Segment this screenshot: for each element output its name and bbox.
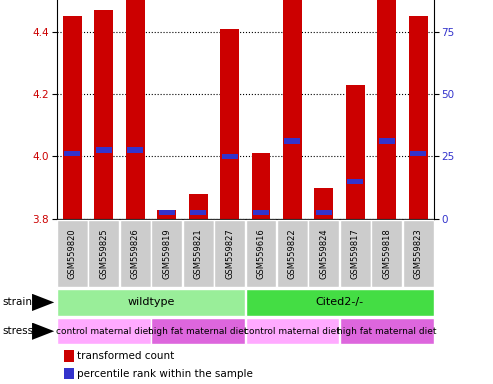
Bar — [220, 28, 239, 219]
Bar — [127, 147, 143, 153]
Text: GSM559827: GSM559827 — [225, 228, 234, 279]
Bar — [190, 210, 206, 215]
Text: percentile rank within the sample: percentile rank within the sample — [77, 369, 253, 379]
Text: GSM559822: GSM559822 — [288, 228, 297, 279]
Bar — [346, 85, 365, 219]
Bar — [246, 318, 339, 344]
Bar — [221, 154, 238, 159]
Bar — [340, 220, 371, 287]
Text: wildtype: wildtype — [127, 297, 175, 308]
Bar — [214, 220, 245, 287]
Bar — [65, 151, 80, 156]
Bar — [309, 220, 339, 287]
Bar — [283, 0, 302, 219]
Bar — [379, 138, 395, 144]
Text: GSM559826: GSM559826 — [131, 228, 140, 279]
Text: GSM559819: GSM559819 — [162, 228, 171, 279]
Text: high fat maternal diet: high fat maternal diet — [337, 327, 436, 336]
Polygon shape — [32, 323, 54, 340]
Bar — [340, 318, 433, 344]
Bar — [409, 16, 427, 219]
Bar — [246, 220, 277, 287]
Text: GSM559824: GSM559824 — [319, 228, 328, 279]
Bar — [347, 179, 363, 184]
Bar — [151, 220, 182, 287]
Bar — [64, 368, 73, 379]
Bar — [94, 10, 113, 219]
Bar — [410, 151, 426, 156]
Text: GSM559820: GSM559820 — [68, 228, 77, 279]
Bar — [403, 220, 433, 287]
Text: control maternal diet: control maternal diet — [56, 327, 152, 336]
Text: stress: stress — [2, 326, 34, 336]
Polygon shape — [32, 294, 54, 311]
Bar — [57, 289, 245, 316]
Bar — [63, 16, 82, 219]
Bar — [377, 0, 396, 219]
Text: control maternal diet: control maternal diet — [245, 327, 340, 336]
Bar — [315, 188, 333, 219]
Bar — [57, 318, 151, 344]
Bar — [159, 210, 175, 215]
Bar — [284, 138, 300, 144]
Bar — [157, 210, 176, 219]
Text: GSM559616: GSM559616 — [256, 228, 266, 279]
Bar — [126, 0, 145, 219]
Bar — [371, 220, 402, 287]
Text: GSM559823: GSM559823 — [414, 228, 423, 279]
Bar — [120, 220, 151, 287]
Bar — [96, 147, 112, 153]
Bar — [253, 210, 269, 215]
Bar — [183, 220, 213, 287]
Text: Cited2-/-: Cited2-/- — [316, 297, 364, 308]
Text: high fat maternal diet: high fat maternal diet — [148, 327, 248, 336]
Text: transformed count: transformed count — [77, 351, 175, 361]
Text: GSM559825: GSM559825 — [99, 228, 108, 279]
Bar — [246, 289, 433, 316]
Bar — [64, 350, 73, 362]
Bar — [316, 210, 332, 215]
Bar — [57, 220, 88, 287]
Bar — [88, 220, 119, 287]
Text: GSM559821: GSM559821 — [194, 228, 203, 279]
Text: GSM559818: GSM559818 — [382, 228, 391, 279]
Text: strain: strain — [2, 297, 33, 308]
Bar — [189, 194, 208, 219]
Text: GSM559817: GSM559817 — [351, 228, 360, 279]
Bar — [251, 153, 270, 219]
Bar — [277, 220, 308, 287]
Bar — [151, 318, 245, 344]
